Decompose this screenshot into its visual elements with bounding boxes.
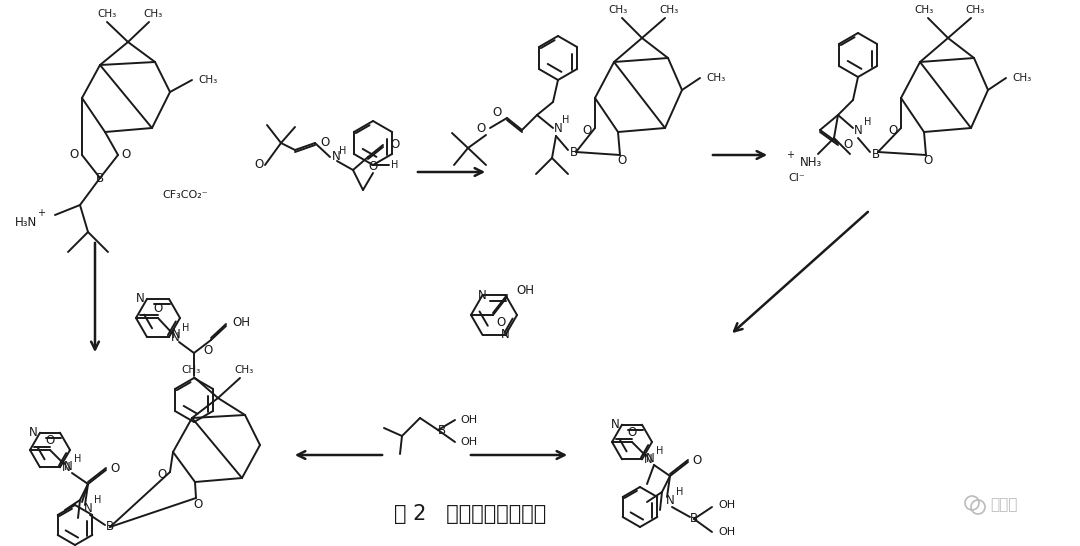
Text: B: B [438,424,446,436]
Text: N: N [136,293,145,305]
Text: O: O [692,454,701,466]
Text: O: O [923,155,933,168]
Text: O: O [390,139,400,151]
Text: N: N [478,289,487,301]
Text: N: N [83,501,93,514]
Text: O: O [45,434,55,447]
Text: +: + [786,150,794,160]
Text: N: N [29,426,38,439]
Text: H: H [864,117,872,127]
Text: N: N [853,123,862,136]
Text: O: O [255,158,264,171]
Text: CH₃: CH₃ [706,73,726,83]
Text: O: O [153,301,163,314]
Text: CH₃: CH₃ [1012,73,1031,83]
Text: O: O [618,155,626,168]
Text: H: H [183,323,190,333]
Text: CH₃: CH₃ [660,5,678,15]
Text: +: + [37,208,45,218]
Text: CH₃: CH₃ [198,75,217,85]
Text: H₃N: H₃N [15,216,37,228]
Text: OH: OH [718,500,735,510]
Text: O: O [497,317,505,329]
Text: H: H [94,495,102,505]
Text: CH₃: CH₃ [234,365,254,375]
Text: H: H [339,146,347,156]
Text: CH₃: CH₃ [181,365,201,375]
Text: Cl⁻: Cl⁻ [788,173,805,183]
Text: CH₃: CH₃ [915,5,933,15]
Text: O: O [320,136,329,150]
Text: B: B [872,147,880,161]
Text: CH₃: CH₃ [97,9,117,19]
Text: OH: OH [718,527,735,537]
Text: N: N [332,151,341,163]
Text: CF₃CO₂⁻: CF₃CO₂⁻ [162,190,207,200]
Text: N: N [644,453,652,466]
Text: O: O [203,343,213,357]
Text: O: O [627,425,636,438]
Text: O: O [476,122,486,134]
Text: 凡默谷: 凡默谷 [990,497,1017,513]
Text: NH₃: NH₃ [800,156,822,169]
Text: N: N [554,122,563,134]
Text: CH₃: CH₃ [966,5,985,15]
Text: N: N [171,330,179,343]
Text: O: O [110,461,119,474]
Text: 图 2   硼替佐米合成路线: 图 2 硼替佐米合成路线 [394,504,546,524]
Text: O: O [492,106,502,120]
Text: B: B [690,513,698,525]
Text: H: H [676,487,684,497]
Text: N: N [646,452,654,465]
Text: N: N [62,461,71,474]
Text: N: N [64,460,72,472]
Text: B: B [570,145,578,158]
Text: O: O [193,497,203,511]
Text: B: B [96,171,104,185]
Text: H: H [75,454,82,464]
Text: O: O [121,149,131,162]
Text: O: O [69,149,79,162]
Text: O: O [368,161,377,174]
Text: H: H [391,160,399,170]
Text: N: N [172,329,180,341]
Text: OH: OH [460,437,477,447]
Text: O: O [843,139,852,151]
Text: OH: OH [516,284,534,298]
Text: CH₃: CH₃ [144,9,163,19]
Text: H: H [563,115,569,125]
Text: N: N [665,494,674,507]
Text: B: B [106,520,114,533]
Text: H: H [657,446,664,456]
Text: O: O [889,123,897,136]
Text: O: O [158,467,166,480]
Text: N: N [501,328,510,341]
Text: N: N [611,418,620,431]
Text: OH: OH [232,317,249,329]
Text: O: O [582,123,592,136]
Text: OH: OH [460,415,477,425]
Text: CH₃: CH₃ [608,5,627,15]
